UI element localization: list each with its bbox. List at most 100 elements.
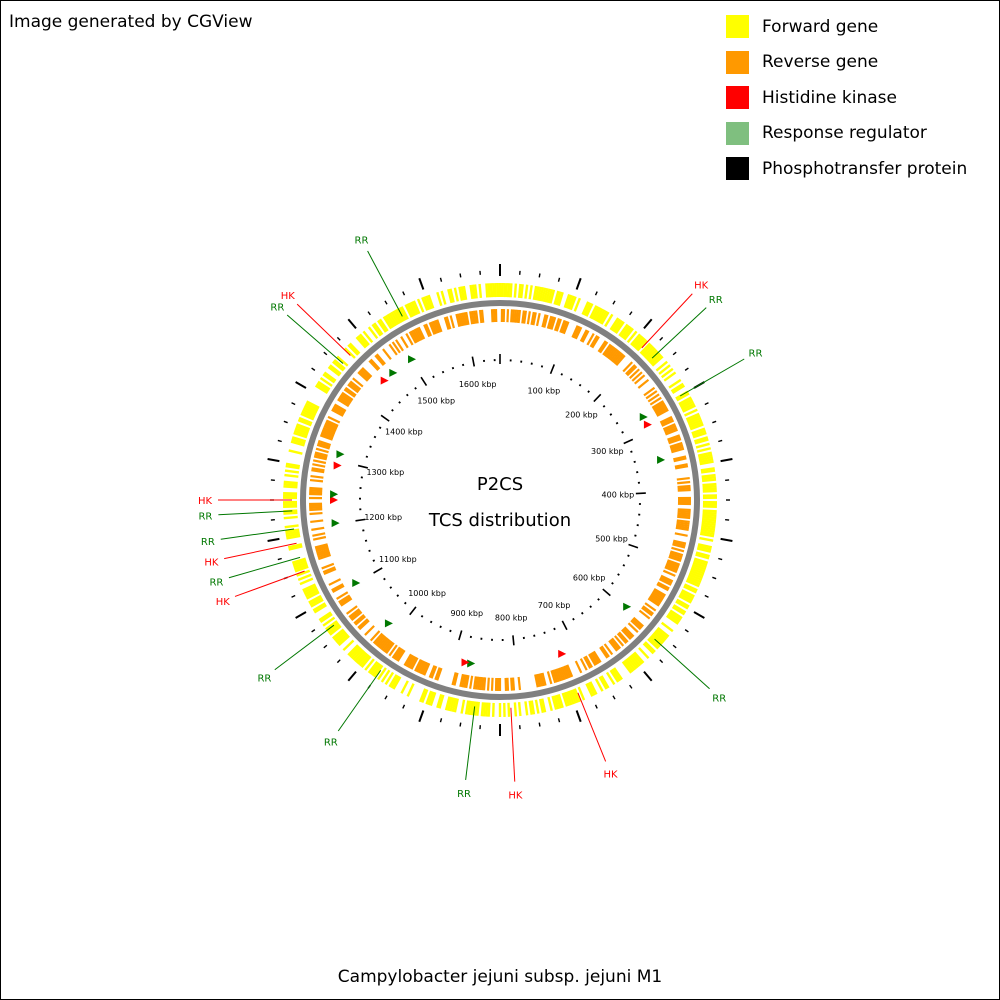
forward-gene-mark	[689, 423, 704, 431]
forward-gene-mark	[284, 473, 299, 478]
forward-gene-mark	[675, 600, 689, 610]
genome-backbone-ring	[300, 300, 700, 700]
forward-gene-mark	[359, 333, 370, 346]
outer-minor-tick	[459, 273, 462, 278]
forward-gene-mark	[285, 528, 300, 533]
reverse-gene-mark	[341, 391, 354, 401]
reverse-gene-mark	[608, 639, 618, 652]
reverse-gene-mark	[490, 309, 494, 323]
reverse-gene-mark	[541, 314, 547, 328]
forward-gene-mark	[304, 404, 318, 413]
reverse-gene-mark	[616, 632, 628, 644]
kbp-label: 200 kbp	[565, 411, 598, 420]
forward-gene-mark	[630, 333, 641, 346]
reverse-gene-mark	[583, 656, 592, 669]
reverse-gene-mark	[526, 311, 531, 325]
tcs-callout-line	[651, 307, 707, 359]
forward-gene-mark	[598, 310, 608, 324]
inner-minor-tick	[633, 460, 636, 463]
reverse-gene-mark	[382, 639, 392, 652]
reverse-gene-mark	[314, 451, 328, 457]
forward-gene-mark	[406, 683, 415, 697]
reverse-gene-mark	[661, 419, 675, 427]
reverse-gene-mark	[463, 674, 468, 688]
forward-gene-mark	[296, 569, 311, 577]
reverse-gene-mark	[457, 313, 463, 327]
inner-minor-tick	[569, 378, 573, 381]
inner-major-tick	[628, 543, 639, 549]
histidine-kinase-label: HK	[198, 496, 213, 507]
outer-major-tick	[575, 277, 582, 290]
reverse-gene-mark	[669, 552, 683, 559]
forward-gene-mark	[444, 696, 451, 711]
forward-gene-mark	[699, 458, 714, 464]
forward-gene-mark	[352, 648, 364, 661]
forward-gene-mark	[288, 545, 303, 551]
reverse-gene-mark	[393, 647, 403, 660]
forward-gene-mark	[528, 285, 533, 300]
forward-gene-mark	[626, 330, 638, 343]
forward-gene-mark	[469, 284, 474, 300]
forward-gene-mark	[293, 429, 308, 437]
forward-gene-mark	[701, 478, 717, 483]
forward-gene-mark	[676, 392, 690, 402]
reverse-gene-mark	[321, 430, 335, 438]
reverse-gene-mark	[665, 562, 679, 570]
kbp-label: 1500 kbp	[417, 397, 455, 406]
forward-gene-mark	[700, 526, 716, 531]
forward-gene-mark	[604, 313, 614, 327]
reverse-gene-mark	[428, 322, 436, 335]
reverse-gene-mark	[630, 619, 642, 631]
forward-gene-mark	[306, 400, 320, 409]
forward-gene-mark	[701, 520, 716, 524]
reverse-gene-mark	[332, 584, 345, 593]
forward-gene-mark	[406, 303, 415, 317]
forward-gene-mark	[557, 291, 564, 307]
inner-minor-tick	[572, 617, 575, 621]
forward-gene-mark	[412, 300, 421, 315]
reverse-gene-mark	[626, 365, 638, 377]
reverse-gene-mark	[537, 673, 543, 687]
outer-minor-tick	[612, 695, 616, 700]
forward-gene-mark	[660, 367, 674, 379]
reverse-gene-mark	[638, 609, 651, 620]
forward-gene-mark	[684, 408, 698, 417]
reverse-gene-mark	[632, 616, 644, 628]
tcs-callout-line	[654, 638, 710, 690]
kbp-label: 1300 kbp	[366, 468, 404, 477]
forward-gene-mark	[398, 307, 408, 321]
reverse-gene-mark	[532, 312, 537, 326]
outer-minor-tick	[323, 351, 328, 356]
histidine-kinase-label: HK	[281, 291, 296, 302]
reverse-gene-mark	[614, 635, 625, 647]
reverse-gene-mark	[309, 511, 323, 516]
reverse-gene-mark	[338, 594, 351, 604]
reverse-gene-mark	[584, 655, 593, 668]
forward-gene-mark	[611, 318, 622, 332]
forward-gene-mark	[631, 652, 643, 666]
reverse-gene-mark	[310, 519, 324, 524]
reverse-gene-mark	[333, 405, 346, 414]
forward-gene-mark	[336, 633, 349, 645]
reverse-gene-mark	[309, 478, 324, 483]
forward-gene-mark	[577, 686, 586, 701]
inner-minor-tick	[368, 549, 371, 552]
reverse-gene-mark	[660, 574, 674, 583]
outer-minor-tick	[629, 311, 633, 316]
inner-major-tick	[357, 464, 369, 469]
inner-minor-tick	[378, 426, 382, 429]
reverse-gene-mark	[599, 341, 609, 354]
forward-gene-mark	[644, 641, 656, 653]
forward-gene-mark	[489, 283, 493, 298]
forward-gene-mark	[592, 307, 602, 321]
reverse-gene-mark	[506, 309, 510, 323]
forward-gene-mark	[623, 327, 634, 341]
forward-gene-mark	[701, 517, 717, 522]
forward-gene-mark	[299, 577, 314, 586]
reverse-gene-mark	[597, 340, 607, 353]
reverse-gene-mark	[647, 597, 660, 607]
forward-gene-mark	[563, 692, 571, 707]
forward-gene-mark	[543, 287, 549, 303]
forward-gene-mark	[536, 286, 542, 301]
forward-gene-mark	[377, 319, 387, 333]
